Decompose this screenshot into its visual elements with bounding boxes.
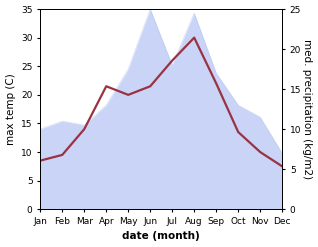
X-axis label: date (month): date (month) <box>122 231 200 242</box>
Y-axis label: med. precipitation (kg/m2): med. precipitation (kg/m2) <box>302 39 313 179</box>
Y-axis label: max temp (C): max temp (C) <box>5 73 16 145</box>
